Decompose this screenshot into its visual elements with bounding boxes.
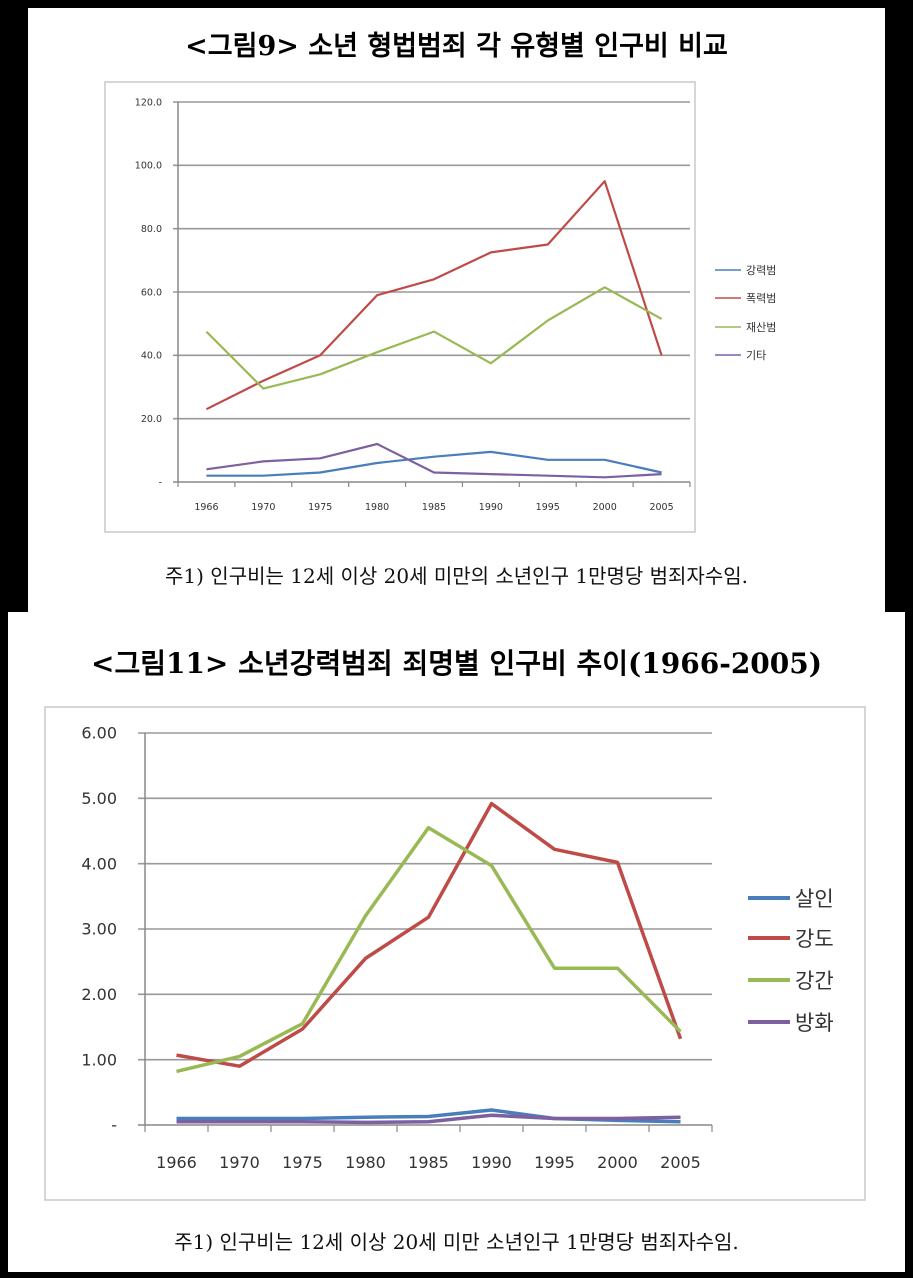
chart1-x-tick-label: 1970 (251, 502, 275, 513)
chart1-legend-label: 폭력범 (746, 292, 776, 305)
chart2-y-tick-label: 2.00 (81, 985, 117, 1004)
chart1-series-line-3 (205, 286, 663, 390)
chart2-x-tick-label: 1970 (219, 1153, 260, 1172)
chart2-x-tick-label: 1966 (156, 1153, 197, 1172)
chart1-legend-label: 기타 (746, 349, 766, 362)
chart1-y-tick-label: 80.0 (141, 224, 162, 235)
chart1-x-tick-label: 2000 (593, 502, 617, 513)
chart1-series-line-2 (205, 180, 663, 411)
chart1-series-line-1 (206, 450, 662, 477)
chart1-x-tick-label: 2005 (649, 502, 673, 513)
chart2-legend-label: 강간 (795, 969, 834, 993)
chart2-x-tick-label: 1975 (282, 1153, 323, 1172)
chart2-legend-label: 방화 (795, 1011, 834, 1035)
chart2-x-tick-label: 2000 (597, 1153, 638, 1172)
chart1-frame (104, 81, 696, 533)
chart1-y-tick-label: 40.0 (141, 351, 162, 362)
figure-9-footnote: 주1) 인구비는 12세 이상 20세 미만의 소년인구 1만명당 범죄자수임. (165, 564, 748, 588)
chart2-y-tick-label: - (111, 1116, 117, 1135)
chart1-y-tick-label: 120.0 (135, 97, 162, 108)
chart1-y-tick-label: 60.0 (141, 287, 162, 298)
figure-9-title: <그림9> 소년 형법범죄 각 유형별 인구비 비교 (185, 31, 728, 62)
chart1-y-tick-label: 20.0 (141, 414, 162, 425)
chart2-y-tick-label: 5.00 (81, 789, 117, 808)
chart2-x-tick-label: 1980 (345, 1153, 386, 1172)
figure-11-footnote: 주1) 인구비는 12세 이상 20세 미만 소년인구 1만명당 범죄자수임. (174, 1230, 739, 1254)
chart2-series-line-2 (176, 801, 683, 1068)
chart2-series-line-3 (176, 825, 682, 1074)
chart1-x-tick-label: 1966 (194, 502, 218, 513)
chart2-legend-label: 강도 (795, 927, 834, 951)
chart1-legend-label: 강력범 (746, 264, 776, 277)
chart1-x-tick-label: 1975 (308, 502, 332, 513)
figure-11-title: <그림11> 소년강력범죄 죄명별 인구비 추이(1966-2005) (90, 647, 823, 680)
chart2-y-tick-label: 3.00 (81, 920, 117, 939)
chart2-frame (44, 706, 866, 1201)
chart2-x-tick-label: 1990 (471, 1153, 512, 1172)
chart1-x-tick-label: 1995 (536, 502, 560, 513)
chart2-y-tick-label: 4.00 (81, 854, 117, 873)
chart1-legend-label: 재산범 (746, 321, 776, 334)
chart1-x-tick-label: 1980 (365, 502, 389, 513)
chart1-y-tick-label: - (159, 477, 162, 488)
chart2-x-tick-label: 1985 (408, 1153, 449, 1172)
chart2-y-tick-label: 1.00 (81, 1050, 117, 1069)
chart2-legend-label: 살인 (795, 887, 834, 911)
chart1-y-tick-label: 100.0 (135, 161, 162, 172)
chart1-x-tick-label: 1985 (422, 502, 446, 513)
chart2-x-tick-label: 1995 (534, 1153, 575, 1172)
chart2-y-tick-label: 6.00 (81, 724, 117, 743)
chart2-series-line-4 (176, 1113, 681, 1125)
chart1-x-tick-label: 1990 (479, 502, 503, 513)
chart2-x-tick-label: 2005 (660, 1153, 701, 1172)
